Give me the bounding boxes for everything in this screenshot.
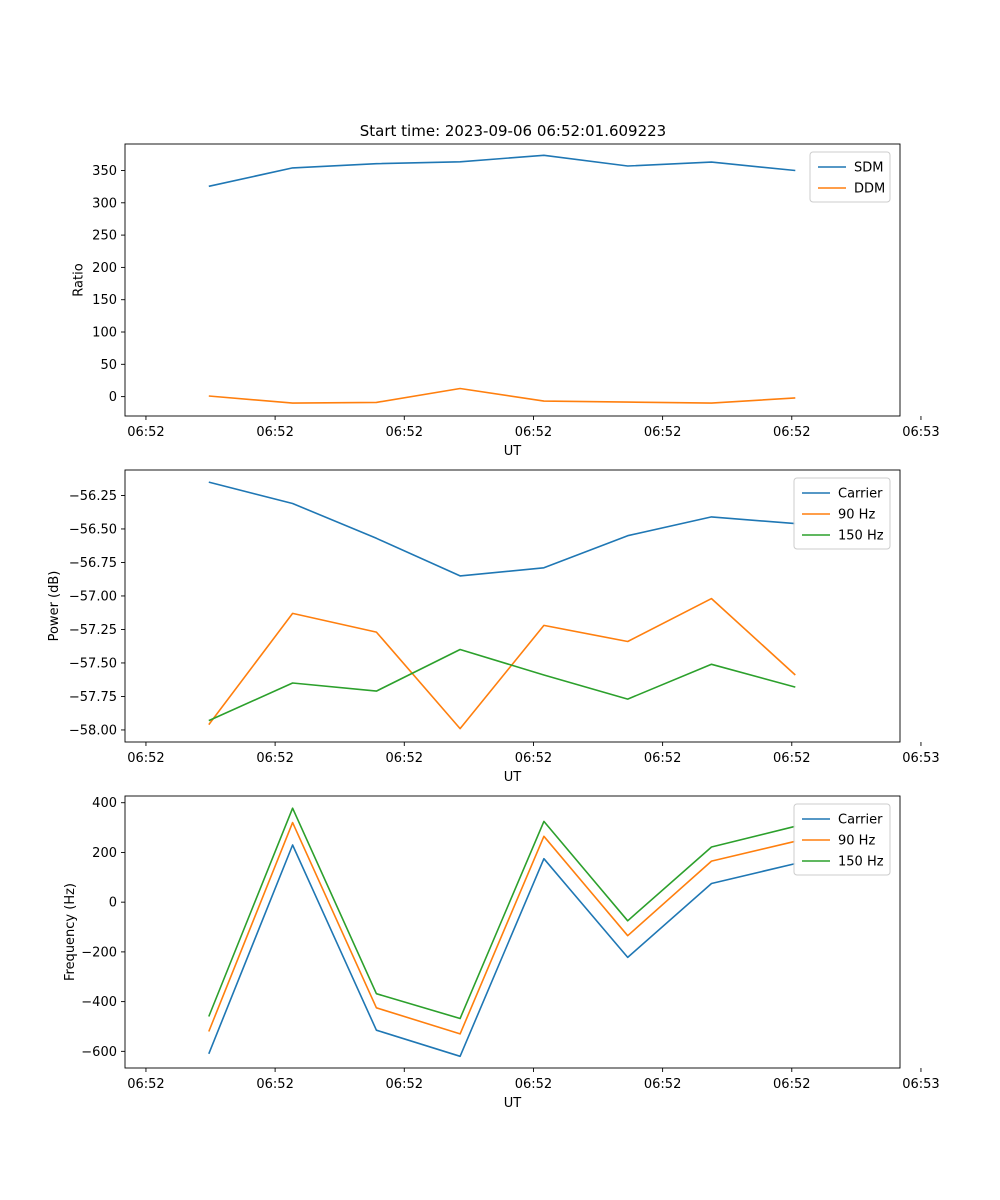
y-tick-label: 50 [100, 358, 117, 373]
x-tick-label: 06:53 [902, 425, 939, 440]
y-tick-label: −600 [81, 1045, 117, 1060]
x-tick-label: 06:53 [902, 751, 939, 766]
x-tick-label: 06:52 [773, 1077, 810, 1092]
subplot-1: 06:52 06:52 06:52 06:52 06:52 06:52 06:53 0 50 10… [71, 143, 940, 459]
legend: Carrier 90 Hz 150 Hz [793, 803, 891, 876]
y-tick-label: 0 [109, 896, 117, 911]
y-tick-label: −58.00 [69, 723, 117, 738]
legend-label: DDM [854, 182, 885, 197]
series-line-carrier [208, 481, 796, 577]
x-tick-label: 06:52 [773, 425, 810, 440]
x-tick-label: 06:52 [256, 751, 293, 766]
y-tick-label: −57.50 [69, 656, 117, 671]
x-tick-label: 06:52 [256, 425, 293, 440]
y-tick-label: −400 [81, 995, 117, 1010]
series-line-sdm [208, 154, 796, 188]
series-line-150-hz [208, 648, 796, 722]
legend-box [809, 151, 891, 203]
x-tick-label: 06:52 [515, 1077, 552, 1092]
y-tick-label: 150 [92, 293, 117, 308]
x-tick-label: 06:52 [515, 425, 552, 440]
subplot-2: 06:52 06:52 06:52 06:52 06:52 06:52 06:53 −58.0… [47, 469, 940, 785]
legend-label: 150 Hz [838, 855, 884, 870]
x-tick-label: 06:52 [256, 1077, 293, 1092]
y-tick-label: 200 [92, 846, 117, 861]
x-axis-label: UT [504, 770, 522, 785]
legend-box [793, 477, 891, 550]
y-tick-label: 300 [92, 196, 117, 211]
y-tick-label: −57.75 [69, 690, 117, 705]
legend-box [793, 803, 891, 876]
legend-label: SDM [854, 161, 883, 176]
x-tick-label: 06:52 [386, 751, 423, 766]
y-tick-label: −57.25 [69, 623, 117, 638]
x-tick-label: 06:52 [644, 751, 681, 766]
subplots: 06:52 06:52 06:52 06:52 06:52 06:52 06:53 0 50 10… [47, 143, 940, 1111]
y-tick-label: 100 [92, 326, 117, 341]
x-tick-label: 06:52 [386, 425, 423, 440]
x-tick-label: 06:52 [773, 751, 810, 766]
y-tick-label: 250 [92, 229, 117, 244]
x-axis-label: UT [504, 444, 522, 459]
legend-label: 90 Hz [838, 834, 875, 849]
x-tick-label: 06:52 [386, 1077, 423, 1092]
x-tick-label: 06:52 [644, 1077, 681, 1092]
legend-label: 150 Hz [838, 529, 884, 544]
x-tick-label: 06:52 [127, 425, 164, 440]
legend: Carrier 90 Hz 150 Hz [793, 477, 891, 550]
axes-frame [124, 795, 901, 1069]
subplot-3: 06:52 06:52 06:52 06:52 06:52 06:52 06:53 −600 −… [63, 795, 940, 1111]
series-line-150-hz [208, 807, 796, 1020]
x-tick-label: 06:52 [515, 751, 552, 766]
legend-label: Carrier [838, 813, 883, 828]
y-tick-label: 350 [92, 164, 117, 179]
y-axis-label: Ratio [71, 263, 86, 296]
y-tick-label: −57.00 [69, 589, 117, 604]
x-tick-label: 06:53 [902, 1077, 939, 1092]
legend: SDM DDM [809, 151, 891, 203]
x-axis-label: UT [504, 1096, 522, 1111]
y-tick-label: 0 [109, 390, 117, 405]
y-tick-label: −56.25 [69, 489, 117, 504]
series-line-ddm [208, 387, 796, 404]
series-line-90-hz [208, 597, 796, 730]
x-tick-label: 06:52 [644, 425, 681, 440]
series-line-90-hz [208, 821, 796, 1035]
y-tick-label: −200 [81, 945, 117, 960]
y-tick-label: 400 [92, 796, 117, 811]
y-axis-label: Frequency (Hz) [63, 883, 78, 981]
axes-frame [124, 469, 901, 743]
x-tick-label: 06:52 [127, 751, 164, 766]
y-axis-label: Power (dB) [47, 571, 62, 642]
series-line-carrier [208, 844, 796, 1058]
y-tick-label: −56.50 [69, 522, 117, 537]
figure-title: Start time: 2023-09-06 06:52:01.609223 [360, 122, 666, 140]
legend-label: 90 Hz [838, 508, 875, 523]
y-tick-label: −56.75 [69, 556, 117, 571]
y-tick-label: 200 [92, 261, 117, 276]
axes-frame [124, 143, 901, 417]
legend-label: Carrier [838, 487, 883, 502]
x-tick-label: 06:52 [127, 1077, 164, 1092]
